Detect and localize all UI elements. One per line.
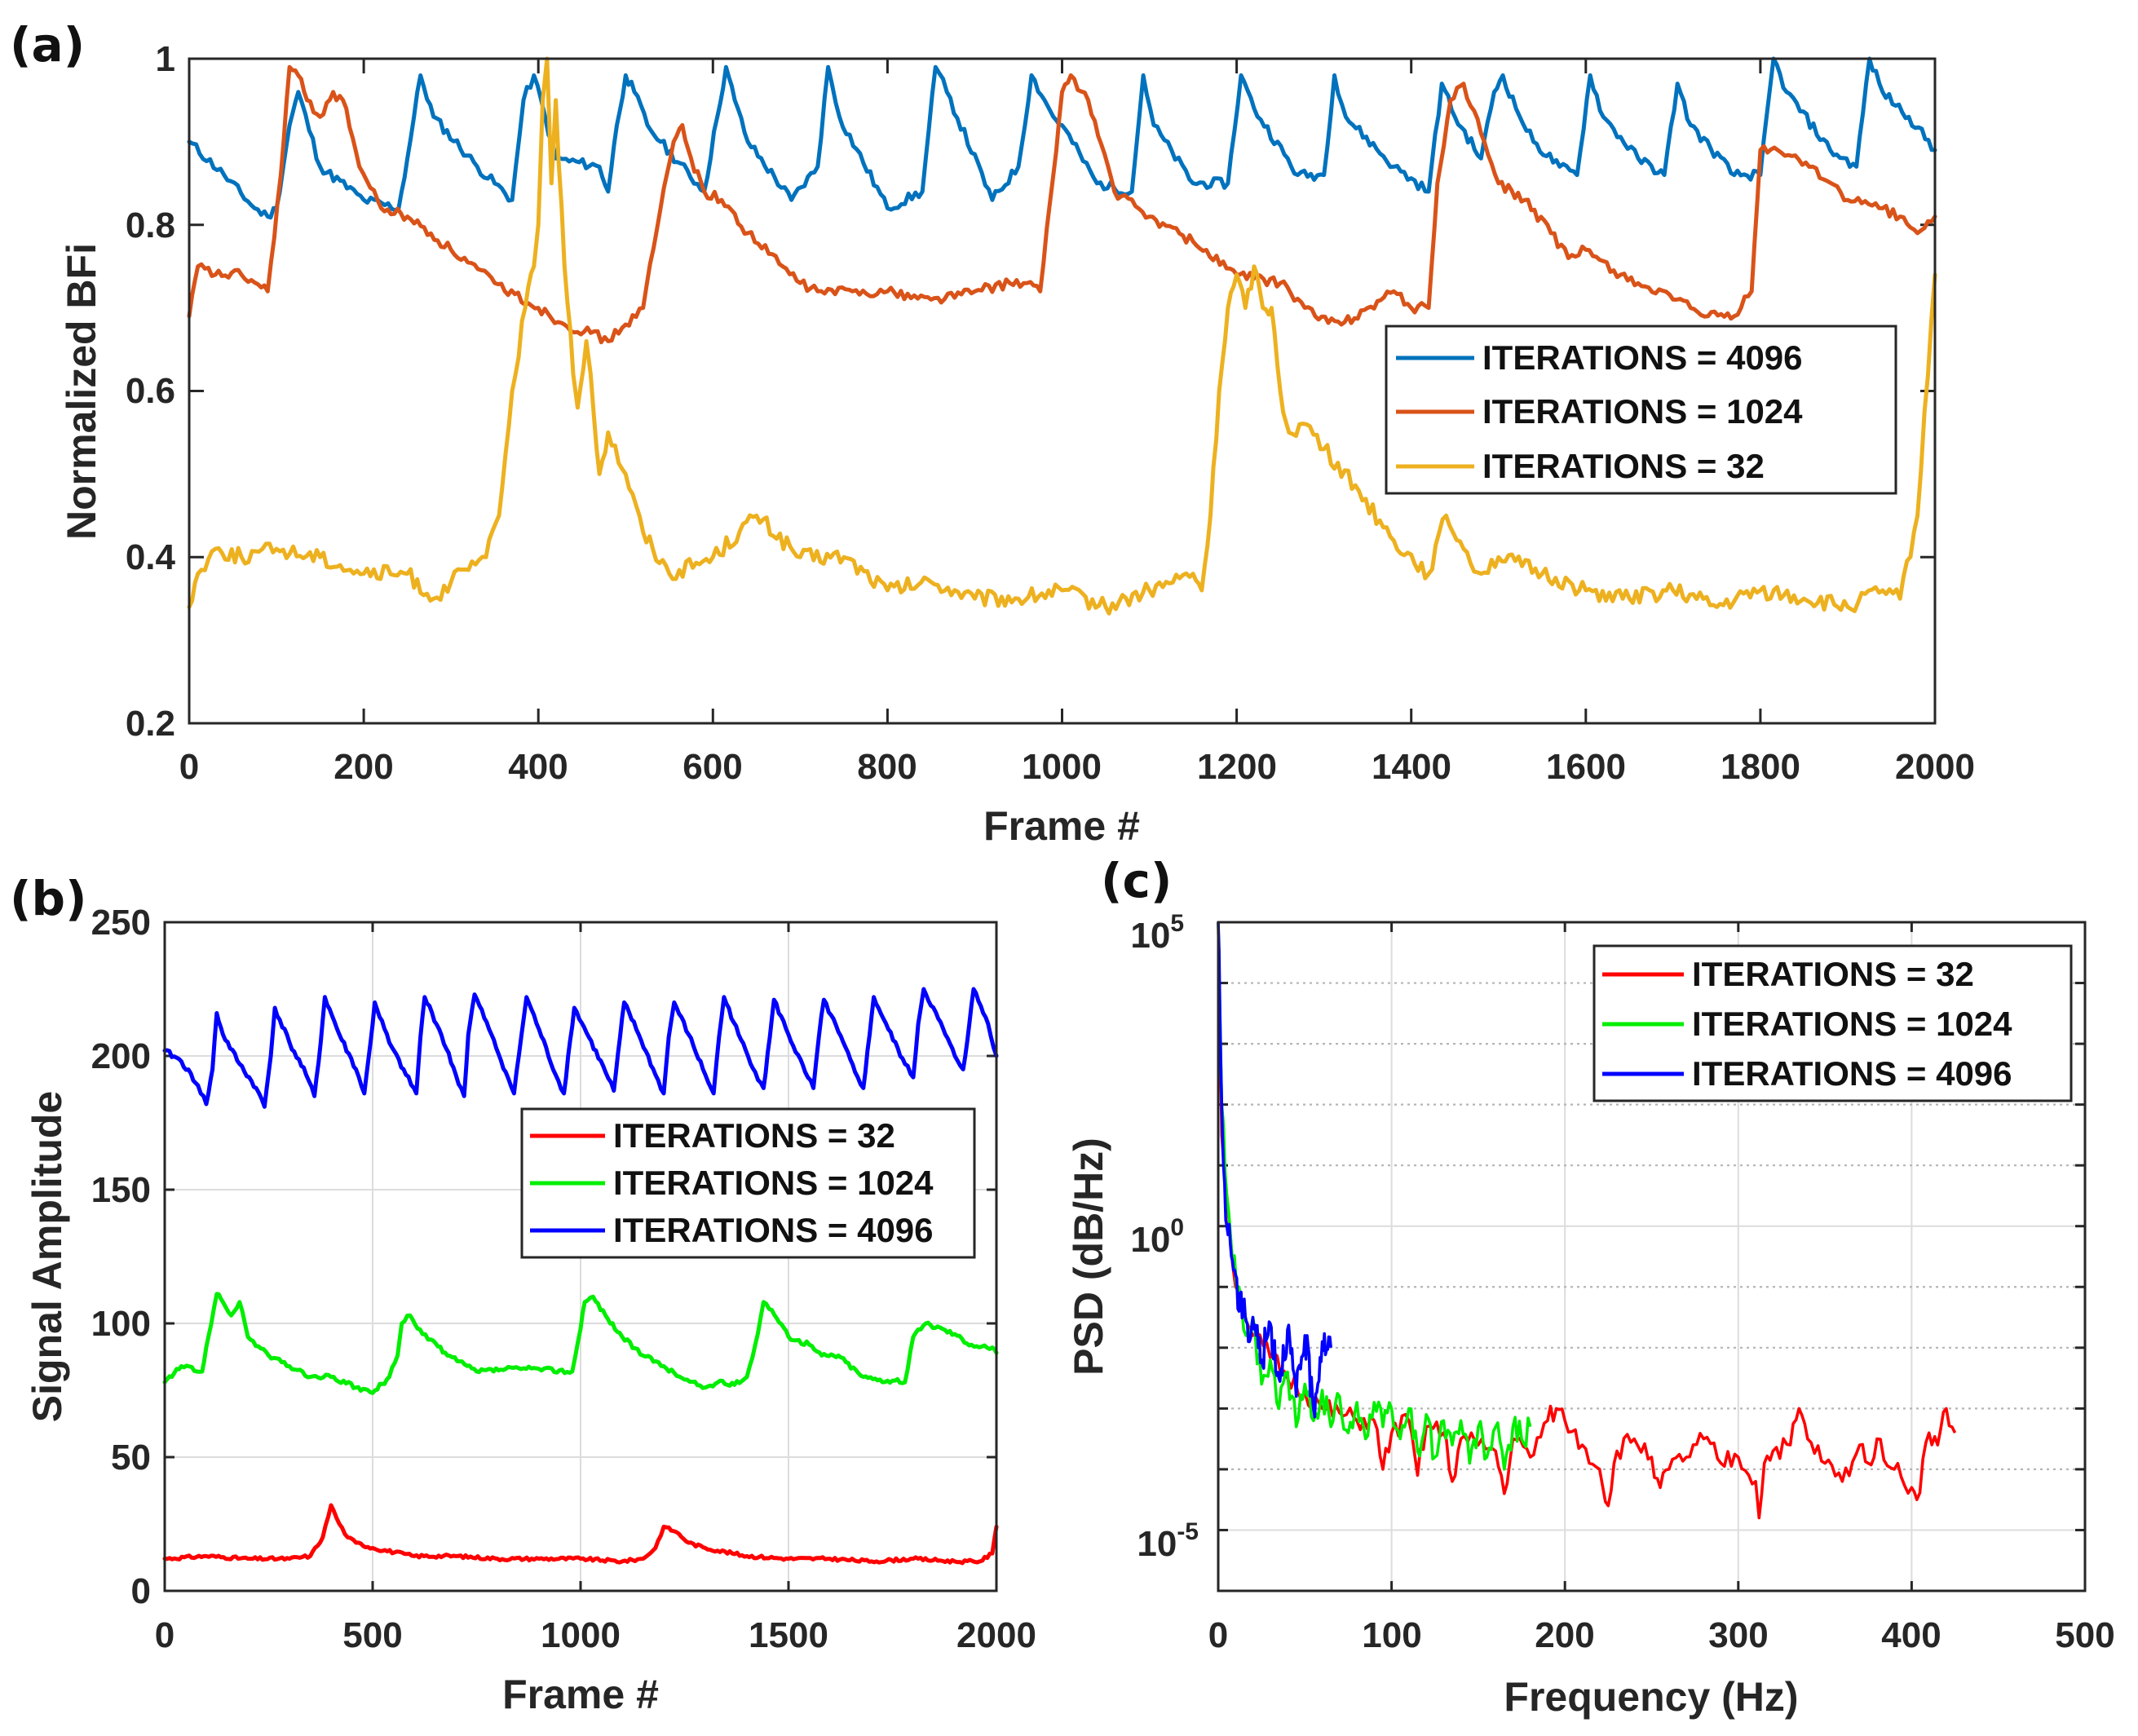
legend-label-1024: ITERATIONS = 1024 bbox=[1692, 1005, 2012, 1043]
legend-label-4096: ITERATIONS = 4096 bbox=[1482, 338, 1803, 377]
panel-b-axes-box bbox=[163, 921, 998, 1592]
panel-a-ytick-label: 0.4 bbox=[126, 537, 176, 577]
panel-c-series bbox=[1217, 921, 1957, 1520]
legend-label-32: ITERATIONS = 32 bbox=[1482, 447, 1765, 485]
panel-c-ytick-label: 105 bbox=[1130, 910, 1184, 956]
panel-a-xtick-label: 2000 bbox=[1895, 747, 1975, 787]
panel-c-x-tick-labels: 0 100 200 300 400 500 bbox=[1208, 1615, 2115, 1655]
panel-b-xtick-label: 500 bbox=[342, 1615, 402, 1655]
panel-c-ytick-label: 100 bbox=[1130, 1214, 1184, 1260]
series-line-1024 bbox=[1217, 921, 1532, 1471]
legend-label-4096: ITERATIONS = 4096 bbox=[1692, 1054, 2012, 1093]
panel-b-series bbox=[162, 987, 999, 1566]
panel-a-x-tick-labels: 0 200 400 600 800 1000 1200 1400 1600 18… bbox=[179, 747, 1975, 787]
panel-c-xtick-label: 200 bbox=[1535, 1615, 1594, 1655]
panel-a-xtick-label: 1400 bbox=[1372, 747, 1451, 787]
legend-label-32: ITERATIONS = 32 bbox=[613, 1116, 895, 1155]
panel-b-y-tick-labels: 0 50 100 150 200 250 bbox=[91, 903, 151, 1611]
panel-c-xtick-label: 500 bbox=[2055, 1615, 2114, 1655]
panel-c-axes-box bbox=[1217, 921, 2087, 1592]
panel-b-y-axis-label: Signal Amplitude bbox=[24, 1091, 70, 1423]
panel-c-grid bbox=[1218, 922, 2085, 1591]
panel-a-ytick-label: 0.2 bbox=[126, 704, 175, 744]
panel-a-xtick-label: 1600 bbox=[1546, 747, 1626, 787]
panel-b-xtick-label: 1500 bbox=[749, 1615, 828, 1655]
series-line-32 bbox=[187, 56, 1937, 616]
panel-a-xtick-label: 600 bbox=[682, 747, 742, 787]
panel-c-y-tick-labels: 105 100 10-5 bbox=[1130, 910, 1199, 1564]
panel-a-legend: ITERATIONS = 4096 ITERATIONS = 1024 ITER… bbox=[1385, 325, 1897, 495]
panel-a-xtick-label: 400 bbox=[508, 747, 568, 787]
panel-a-series bbox=[187, 56, 1937, 616]
panel-a-ytick-label: 1 bbox=[156, 39, 175, 79]
panel-b-ytick-label: 200 bbox=[91, 1036, 151, 1076]
panel-b-label: (b) bbox=[10, 871, 87, 926]
panel-a-xtick-label: 1800 bbox=[1721, 747, 1800, 787]
panel-c-chart: (c) 0 100 200 300 400 500 105 100 10-5 F… bbox=[1066, 853, 2115, 1720]
panel-b-ytick-label: 150 bbox=[91, 1170, 151, 1210]
panel-a-xtick-label: 0 bbox=[179, 747, 199, 787]
panel-c-label: (c) bbox=[1101, 853, 1172, 908]
panel-b-x-axis-label: Frame # bbox=[502, 1672, 659, 1717]
legend-label-1024: ITERATIONS = 1024 bbox=[1482, 392, 1803, 431]
panel-b-ytick-label: 0 bbox=[131, 1571, 151, 1611]
legend-label-1024: ITERATIONS = 1024 bbox=[613, 1164, 934, 1202]
panel-b-legend: ITERATIONS = 32 ITERATIONS = 1024 ITERAT… bbox=[520, 1107, 976, 1259]
panel-c-xtick-label: 100 bbox=[1362, 1615, 1421, 1655]
panel-a-xtick-label: 1000 bbox=[1022, 747, 1102, 787]
series-line-4096 bbox=[1217, 921, 1332, 1419]
panel-b-ytick-label: 100 bbox=[91, 1304, 151, 1344]
panel-c-xtick-label: 400 bbox=[1881, 1615, 1941, 1655]
panel-b-x-tick-labels: 0 500 1000 1500 2000 bbox=[155, 1615, 1036, 1655]
panel-c-y-axis-label: PSD (dB/Hz) bbox=[1066, 1137, 1111, 1376]
series-line-32 bbox=[1217, 921, 1957, 1520]
panel-a-ytick-label: 0.6 bbox=[126, 371, 175, 411]
panel-b-xtick-label: 1000 bbox=[541, 1615, 621, 1655]
panel-a-y-tick-labels: 0.2 0.4 0.6 0.8 1 bbox=[126, 39, 176, 744]
panel-a-xtick-label: 1200 bbox=[1197, 747, 1277, 787]
legend-label-4096: ITERATIONS = 4096 bbox=[613, 1211, 934, 1249]
panel-b-ytick-label: 250 bbox=[91, 903, 151, 943]
panel-a-xtick-label: 200 bbox=[334, 747, 393, 787]
panel-b-chart: (b) 0 500 1000 1500 2000 0 50 100 150 20… bbox=[10, 871, 1036, 1717]
legend-label-32: ITERATIONS = 32 bbox=[1692, 955, 1974, 993]
panel-b-xtick-label: 0 bbox=[155, 1615, 174, 1655]
panel-c-legend: ITERATIONS = 32 ITERATIONS = 1024 ITERAT… bbox=[1592, 944, 2073, 1102]
series-line-32 bbox=[162, 1503, 999, 1566]
panel-a-axes-box bbox=[188, 57, 1937, 725]
panel-a-ytick-label: 0.8 bbox=[126, 205, 175, 245]
panel-b-xtick-label: 2000 bbox=[956, 1615, 1036, 1655]
series-line-1024 bbox=[162, 1292, 999, 1395]
series-line-1024 bbox=[187, 64, 1937, 345]
panel-a-label: (a) bbox=[10, 17, 85, 73]
panel-c-ytick-label: 10-5 bbox=[1137, 1518, 1199, 1564]
series-line-4096 bbox=[187, 56, 1937, 220]
panel-c-xtick-label: 300 bbox=[1708, 1615, 1768, 1655]
panel-a-chart: (a) 0 200 400 600 800 1000 1200 1400 160… bbox=[10, 17, 1975, 849]
panel-a-xtick-label: 800 bbox=[857, 747, 917, 787]
panel-a-y-axis-label: Normalized BFi bbox=[59, 243, 104, 540]
series-line-4096 bbox=[162, 987, 999, 1109]
panel-c-xtick-label: 0 bbox=[1208, 1615, 1228, 1655]
panel-b-ytick-label: 50 bbox=[111, 1438, 151, 1478]
panel-c-x-axis-label: Frequency (Hz) bbox=[1504, 1674, 1798, 1720]
panel-a-x-axis-label: Frame # bbox=[983, 803, 1140, 849]
